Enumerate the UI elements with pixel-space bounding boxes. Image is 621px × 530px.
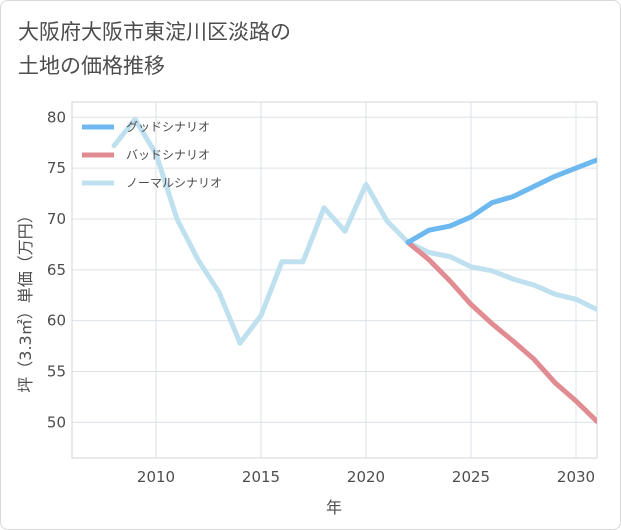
x-tick-label: 2030 bbox=[557, 468, 595, 486]
series-line-2 bbox=[111, 116, 597, 346]
y-tick-label: 50 bbox=[47, 413, 66, 431]
x-tick-label: 2015 bbox=[242, 468, 280, 486]
x-axis-label: 年 bbox=[326, 498, 342, 517]
y-axis-ticks: 50 55 60 65 70 75 80 bbox=[47, 108, 66, 431]
y-tick-label: 65 bbox=[47, 261, 66, 279]
y-tick-label: 70 bbox=[47, 210, 66, 228]
x-tick-label: 2020 bbox=[347, 468, 385, 486]
legend-label-0: グッドシナリオ bbox=[126, 120, 210, 134]
x-axis-ticks: 2010 2015 2020 2025 2030 bbox=[137, 468, 595, 486]
chart-title-line-2: 土地の価格推移 bbox=[18, 54, 165, 78]
series-line-1 bbox=[405, 239, 597, 424]
plot-area bbox=[71, 101, 598, 459]
legend-label-1: バッドシナリオ bbox=[126, 148, 210, 162]
chart-title: 大阪府大阪市東淀川区淡路の 土地の価格推移 bbox=[18, 15, 438, 83]
legend-label-2: ノーマルシナリオ bbox=[126, 176, 222, 190]
x-tick-label: 2010 bbox=[137, 468, 175, 486]
y-tick-label: 75 bbox=[47, 159, 66, 177]
y-tick-label: 80 bbox=[47, 108, 66, 126]
y-axis-label: 坪（3.3㎡）単価（万円） bbox=[16, 207, 35, 392]
series-line-0 bbox=[405, 157, 597, 245]
chart-title-line-1: 大阪府大阪市東淀川区淡路の bbox=[18, 20, 291, 44]
y-tick-label: 60 bbox=[47, 312, 66, 330]
series bbox=[111, 116, 597, 424]
y-tick-label: 55 bbox=[47, 363, 66, 381]
x-tick-label: 2025 bbox=[452, 468, 490, 486]
grid bbox=[72, 102, 597, 458]
